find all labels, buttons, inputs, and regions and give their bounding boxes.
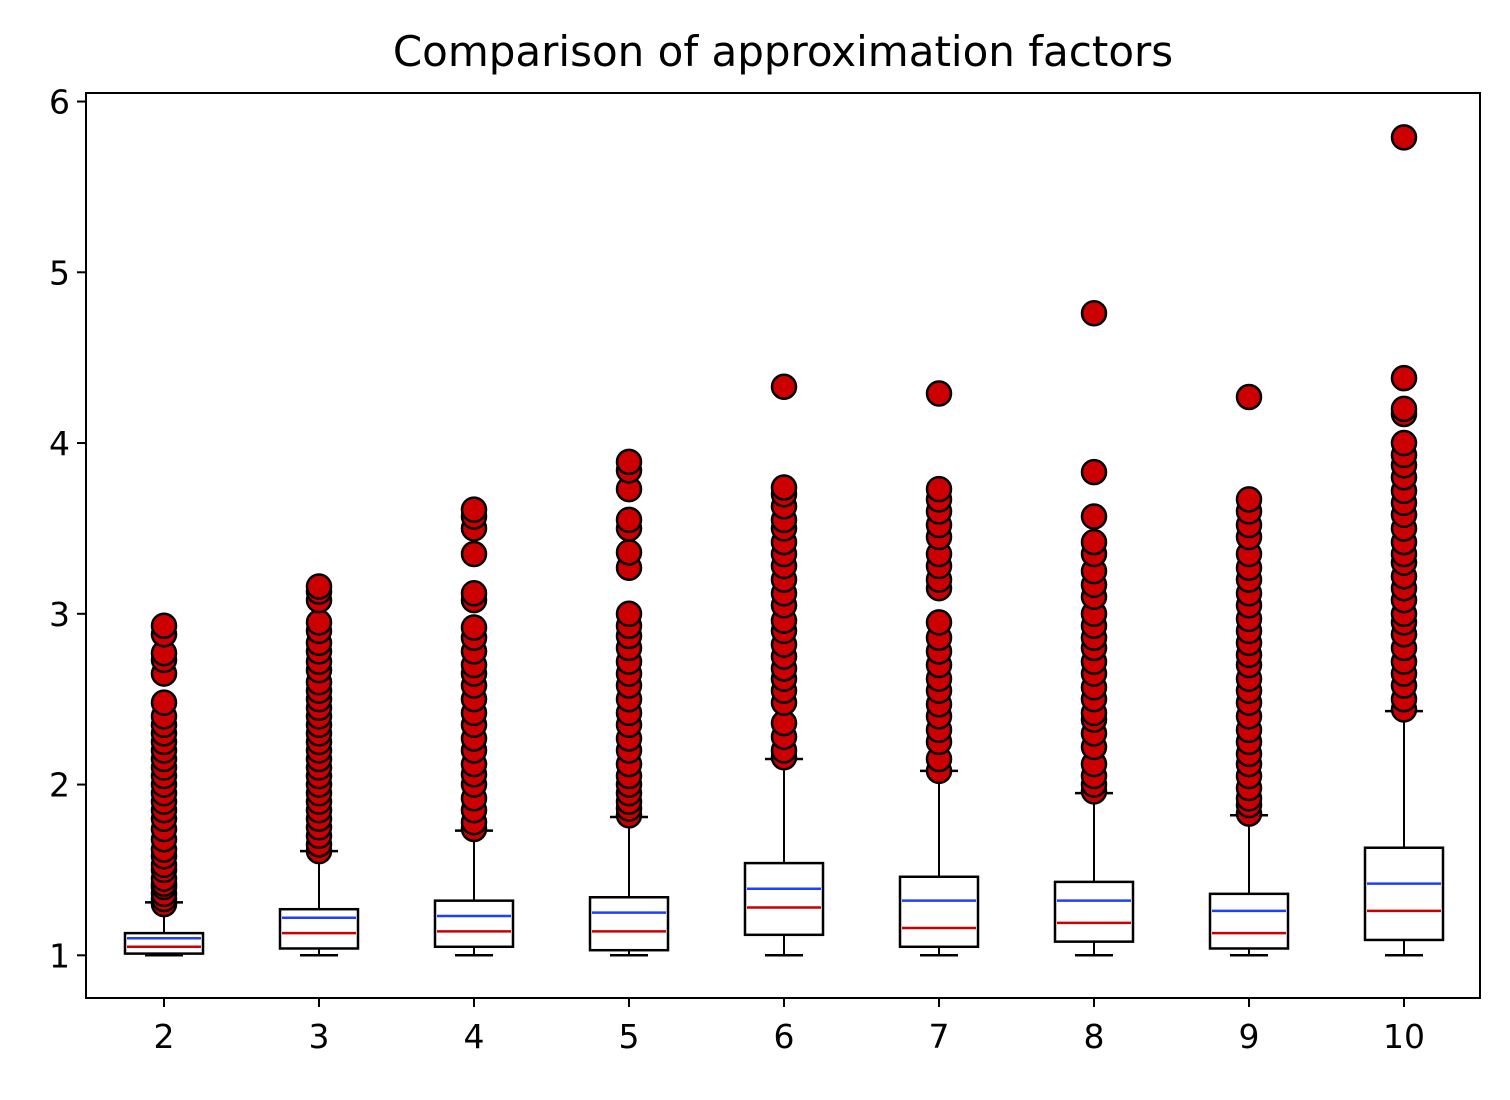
box: [433, 899, 515, 949]
y-tick-label: 4: [49, 424, 70, 463]
box-group-9: 9: [1208, 383, 1290, 1056]
outlier-point: [1235, 383, 1263, 411]
outlier-point: [305, 609, 333, 636]
outlier-point: [770, 474, 798, 501]
y-tick-label: 1: [49, 936, 70, 975]
outlier-point: [460, 540, 488, 568]
outlier-point: [1235, 486, 1263, 513]
outlier-point: [1080, 528, 1108, 556]
box-group-8: 8: [1053, 300, 1135, 1056]
box-group-7: 7: [898, 380, 980, 1056]
box: [123, 931, 205, 955]
box: [1208, 892, 1290, 950]
outlier-point: [1390, 429, 1418, 457]
x-tick-label: 2: [154, 1017, 175, 1056]
outlier-point: [150, 689, 178, 716]
outlier-point: [1080, 300, 1108, 327]
outlier-point: [615, 448, 643, 476]
box: [743, 861, 825, 937]
outlier-point: [150, 612, 178, 640]
x-tick-label: 3: [309, 1017, 330, 1056]
outlier-point: [1390, 124, 1418, 151]
box-group-5: 5: [588, 448, 670, 1056]
outlier-point: [1080, 503, 1108, 530]
box-group-10: 10: [1363, 124, 1445, 1056]
box-group-3: 3: [278, 573, 360, 1056]
box-group-2: 2: [123, 612, 205, 1056]
x-tick-label: 8: [1084, 1017, 1105, 1056]
outlier-point: [615, 600, 643, 628]
outlier-point: [460, 496, 488, 523]
box: [1363, 846, 1445, 942]
x-tick-label: 5: [619, 1017, 640, 1056]
x-tick-label: 6: [774, 1017, 795, 1056]
y-tick-label: 5: [49, 253, 70, 292]
box: [278, 907, 360, 950]
outlier-point: [925, 380, 953, 407]
outlier-point: [1390, 395, 1418, 423]
outlier-point: [1080, 458, 1108, 486]
outlier-point: [460, 580, 488, 607]
box: [1053, 880, 1135, 943]
chart-title: Comparison of approximation factors: [393, 27, 1173, 76]
x-tick-label: 4: [464, 1017, 485, 1056]
box-group-4: 4: [433, 496, 515, 1056]
outlier-point: [305, 573, 333, 600]
box-group-6: 6: [743, 373, 825, 1056]
outlier-point: [615, 539, 643, 566]
x-tick-label: 7: [929, 1017, 950, 1056]
x-tick-label: 9: [1239, 1017, 1260, 1056]
y-tick-label: 3: [49, 595, 70, 634]
outlier-point: [615, 506, 643, 534]
x-tick-label: 10: [1383, 1017, 1425, 1056]
plot-frame: [85, 92, 1481, 999]
outlier-point: [460, 614, 488, 641]
y-tick-label: 6: [49, 83, 70, 122]
box: [588, 896, 670, 952]
outlier-point: [925, 609, 953, 636]
outlier-point: [925, 475, 953, 503]
plot-area: 1 2 3 4 5 6 2 3 4 5 6 7 8 9 10: [49, 83, 1445, 1056]
outlier-point: [770, 373, 798, 400]
outlier-point: [1390, 364, 1418, 392]
y-tick-label: 2: [49, 766, 70, 805]
box: [898, 875, 980, 949]
